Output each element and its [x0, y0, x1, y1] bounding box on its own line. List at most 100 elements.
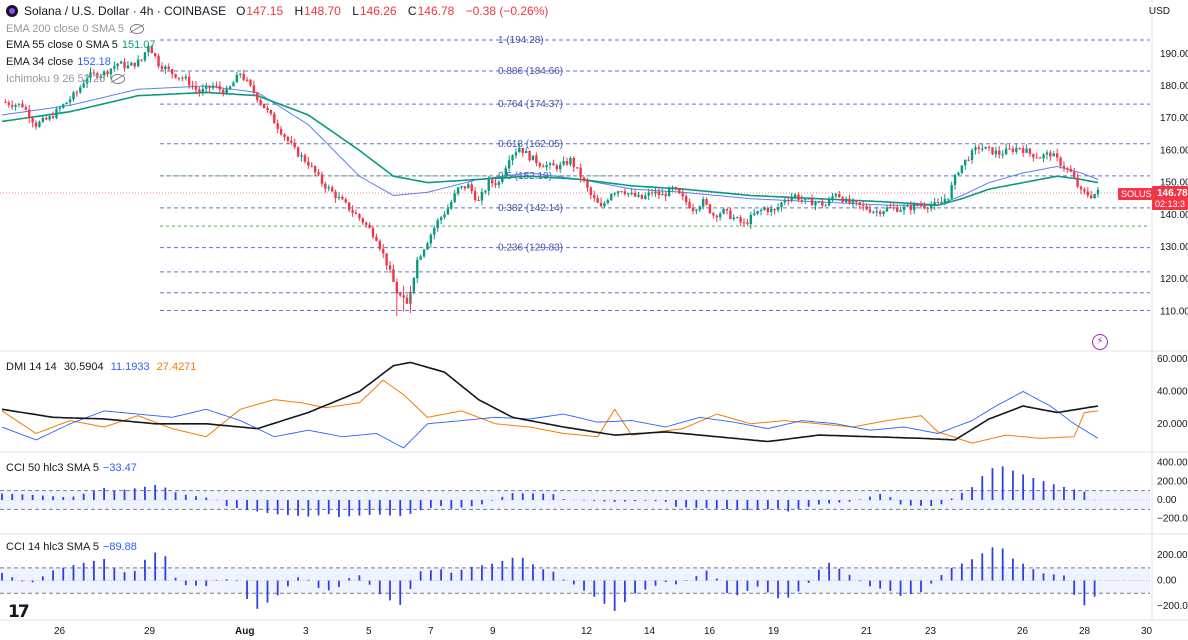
dmi-legend[interactable]: DMI 14 14 30.5904 11.1933 27.4271: [6, 361, 197, 373]
cci50-bar: [358, 500, 361, 516]
candle: [368, 224, 371, 229]
candle: [48, 116, 51, 120]
candle: [324, 183, 327, 189]
cci14-legend[interactable]: CCI 14 hlc3 SMA 5 −89.88: [6, 541, 137, 553]
cci50-bar: [1022, 474, 1025, 500]
candle: [256, 93, 259, 101]
cci14-bar: [1, 572, 3, 581]
candle: [1083, 189, 1086, 192]
cci50-bar: [511, 493, 514, 500]
ema55-line: [1, 91, 1099, 207]
cci50-bar: [817, 500, 820, 505]
candle: [133, 62, 136, 67]
cci50-bar: [715, 500, 718, 509]
bolt-icon[interactable]: ⚡: [1092, 334, 1108, 350]
candle: [382, 248, 385, 254]
cci14-bar: [246, 580, 248, 599]
candle: [494, 183, 497, 185]
cci50-bar: [644, 500, 647, 501]
ema34-legend[interactable]: EMA 34 close 152.18: [6, 56, 111, 68]
candle: [259, 100, 262, 104]
cci50-bar: [501, 496, 504, 500]
candle: [405, 297, 409, 304]
candle: [541, 165, 545, 168]
cci50-bar: [1042, 481, 1045, 500]
candle: [68, 99, 72, 103]
ema55-legend[interactable]: EMA 55 close 0 SMA 5 151.07: [6, 39, 156, 51]
candle: [51, 116, 55, 118]
candle: [150, 46, 153, 54]
candle: [930, 205, 933, 209]
candle: [399, 293, 402, 296]
candle: [977, 147, 981, 149]
candle: [153, 53, 157, 57]
candle: [62, 104, 65, 108]
cci14-bar: [909, 580, 912, 595]
cci14-bar: [195, 580, 197, 586]
hidden-eye-icon[interactable]: [111, 74, 126, 85]
time-tick-label: 12: [581, 626, 593, 637]
candle: [283, 134, 286, 138]
candle: [235, 74, 239, 83]
cci50-bar: [307, 500, 310, 517]
candle: [239, 73, 242, 75]
cci14-bar: [664, 580, 667, 583]
candle: [650, 192, 654, 194]
candle: [780, 202, 783, 208]
cci14-bar: [511, 557, 514, 581]
fib-level-label: 0.618 (162.05): [498, 139, 563, 150]
cci14-bar: [440, 569, 442, 581]
candle: [480, 192, 484, 201]
ema200-legend[interactable]: EMA 200 close 0 SMA 5: [6, 22, 145, 36]
candle: [524, 151, 528, 153]
candle: [531, 155, 535, 161]
candle: [225, 88, 228, 94]
candle: [358, 214, 361, 219]
cci14-bar: [205, 580, 208, 587]
candle: [41, 117, 45, 122]
cci50-bar: [542, 493, 545, 500]
candle: [99, 75, 102, 78]
cci14-bar: [276, 580, 279, 596]
cci50-bar: [950, 498, 953, 500]
candle: [1015, 147, 1018, 152]
candle: [678, 189, 681, 194]
dmi-plus-line: [1, 379, 1099, 444]
cci14-bar: [154, 552, 157, 581]
hidden-eye-icon[interactable]: [130, 24, 145, 35]
price-tick-label: 150.00: [1160, 178, 1188, 189]
cci50-bar: [899, 500, 902, 505]
candle: [65, 102, 68, 105]
time-tick-label: 29: [144, 626, 156, 637]
cci50-bar: [695, 500, 698, 508]
cci14-bar: [562, 579, 565, 581]
candle: [749, 214, 753, 225]
cci14-bar: [72, 565, 75, 581]
candle: [245, 79, 249, 81]
candle: [882, 211, 885, 215]
cci50-bar: [766, 500, 769, 510]
cci50-bar: [327, 500, 330, 515]
candle: [354, 212, 358, 215]
cci50-bar: [429, 500, 432, 508]
candle: [912, 203, 916, 211]
candle: [787, 200, 790, 202]
cci50-bar: [460, 500, 463, 508]
ichimoku-legend[interactable]: Ichimoku 9 26 52 26: [6, 72, 126, 86]
cci50-bar: [276, 500, 279, 515]
cci14-bar: [31, 580, 34, 583]
cci14-bar: [11, 577, 14, 581]
cci50-bar: [807, 500, 810, 507]
candle: [1052, 153, 1055, 157]
symbol-title[interactable]: Solana / U.S. Dollar · 4h · COINBASE: [24, 4, 227, 18]
cci50-tick-label: −200.00: [1157, 514, 1188, 525]
currency-label[interactable]: USD: [1148, 6, 1170, 17]
cci50-legend[interactable]: CCI 50 hlc3 SMA 5 −33.47: [6, 462, 137, 474]
candle: [878, 211, 882, 215]
candle: [627, 193, 630, 195]
cci50-bar: [930, 500, 933, 506]
cci50-bar: [52, 496, 54, 500]
candle: [92, 72, 96, 74]
cci50-bar: [195, 496, 197, 500]
